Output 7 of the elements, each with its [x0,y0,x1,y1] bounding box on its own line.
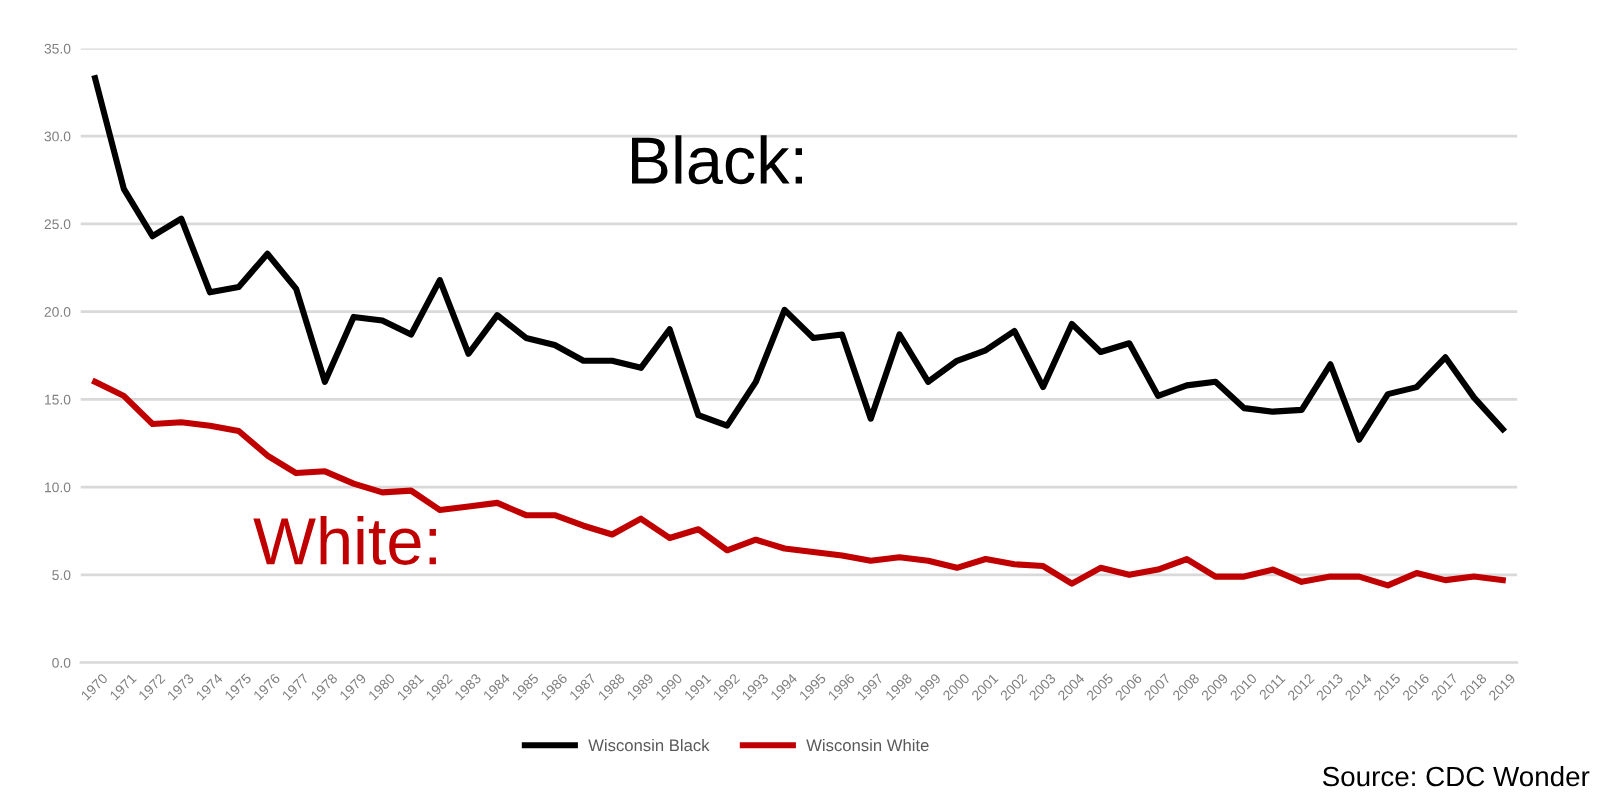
annotation: White: [253,515,436,565]
annotation: Black: [632,135,803,185]
legend-label: Wisconsin Black [588,738,710,752]
line-series [92,75,1506,443]
source-note: Source: CDC Wonder [1322,765,1590,787]
legend-label: Wisconsin White [806,738,929,752]
line-series [92,378,1506,589]
